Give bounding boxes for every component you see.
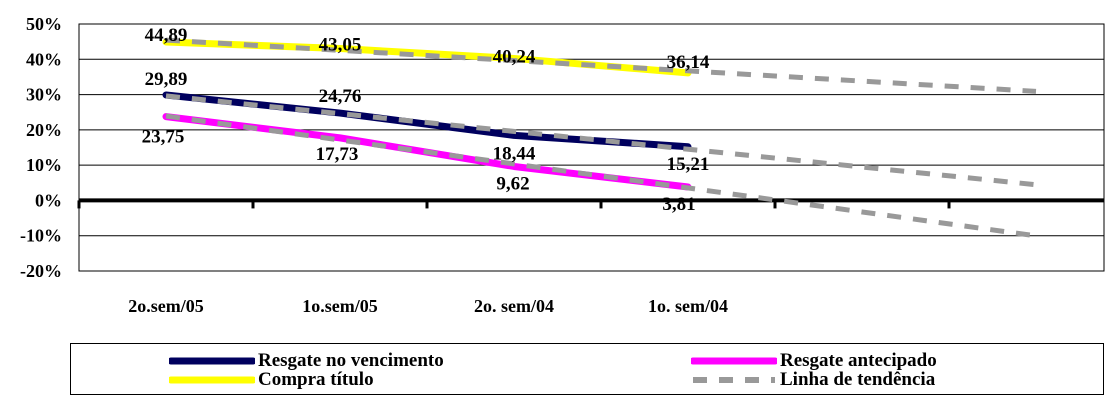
data-label: 23,75 — [142, 127, 185, 148]
data-label: 17,73 — [316, 144, 359, 165]
legend-item-compra-titulo: Compra título — [169, 369, 374, 390]
data-label: 29,89 — [145, 69, 188, 90]
data-label: 43,05 — [319, 35, 362, 56]
x-tick-label: 1o.sem/05 — [302, 296, 378, 316]
data-label: 44,89 — [145, 25, 188, 46]
plot-area — [78, 23, 1105, 272]
legend: Resgate no vencimento Resgate antecipado… — [70, 343, 1104, 395]
legend-label-linha-tendencia: Linha de tendência — [780, 369, 936, 390]
chart: 50% 40% 30% 20% 10% 0% -10% -20% 2o.sem/05 1o.sem… — [20, 14, 1105, 316]
legend-swatch-linha-tendencia — [693, 377, 775, 383]
legend-item-linha-tendencia: Linha de tendência — [691, 369, 936, 390]
y-tick-label: 20% — [26, 120, 62, 140]
legend-swatch-resgate-antecipado — [691, 357, 777, 365]
x-tick-label: 1o. sem/04 — [648, 296, 728, 316]
y-tick-label: 40% — [26, 49, 62, 69]
data-label: 36,14 — [667, 52, 710, 73]
legend-label-resgate-vencimento: Resgate no vencimento — [258, 350, 444, 371]
y-tick-label: -10% — [20, 226, 62, 246]
y-tick-label: 30% — [26, 85, 62, 105]
y-tick-label: 10% — [26, 155, 62, 175]
x-tick-label: 2o.sem/05 — [128, 296, 204, 316]
data-label: 24,76 — [319, 86, 362, 107]
data-label: 40,24 — [493, 46, 536, 67]
legend-item-resgate-antecipado: Resgate antecipado — [691, 350, 937, 371]
data-label: 15,21 — [667, 154, 710, 175]
trendline — [165, 113, 1037, 239]
legend-label-compra-titulo: Compra título — [258, 369, 374, 390]
data-label: 9,62 — [496, 173, 529, 194]
x-tick-label: 2o. sem/04 — [474, 296, 554, 316]
data-label: 3,81 — [662, 194, 695, 215]
legend-swatch-compra-titulo — [169, 376, 255, 384]
y-tick-label: -20% — [20, 261, 62, 281]
data-label: 18,44 — [493, 143, 536, 164]
legend-label-resgate-antecipado: Resgate antecipado — [780, 350, 937, 371]
legend-item-resgate-vencimento: Resgate no vencimento — [169, 350, 444, 371]
legend-swatch-resgate-vencimento — [169, 357, 255, 365]
trendline — [165, 93, 1037, 188]
y-tick-label: 0% — [35, 190, 62, 210]
y-tick-label: 50% — [26, 14, 62, 34]
